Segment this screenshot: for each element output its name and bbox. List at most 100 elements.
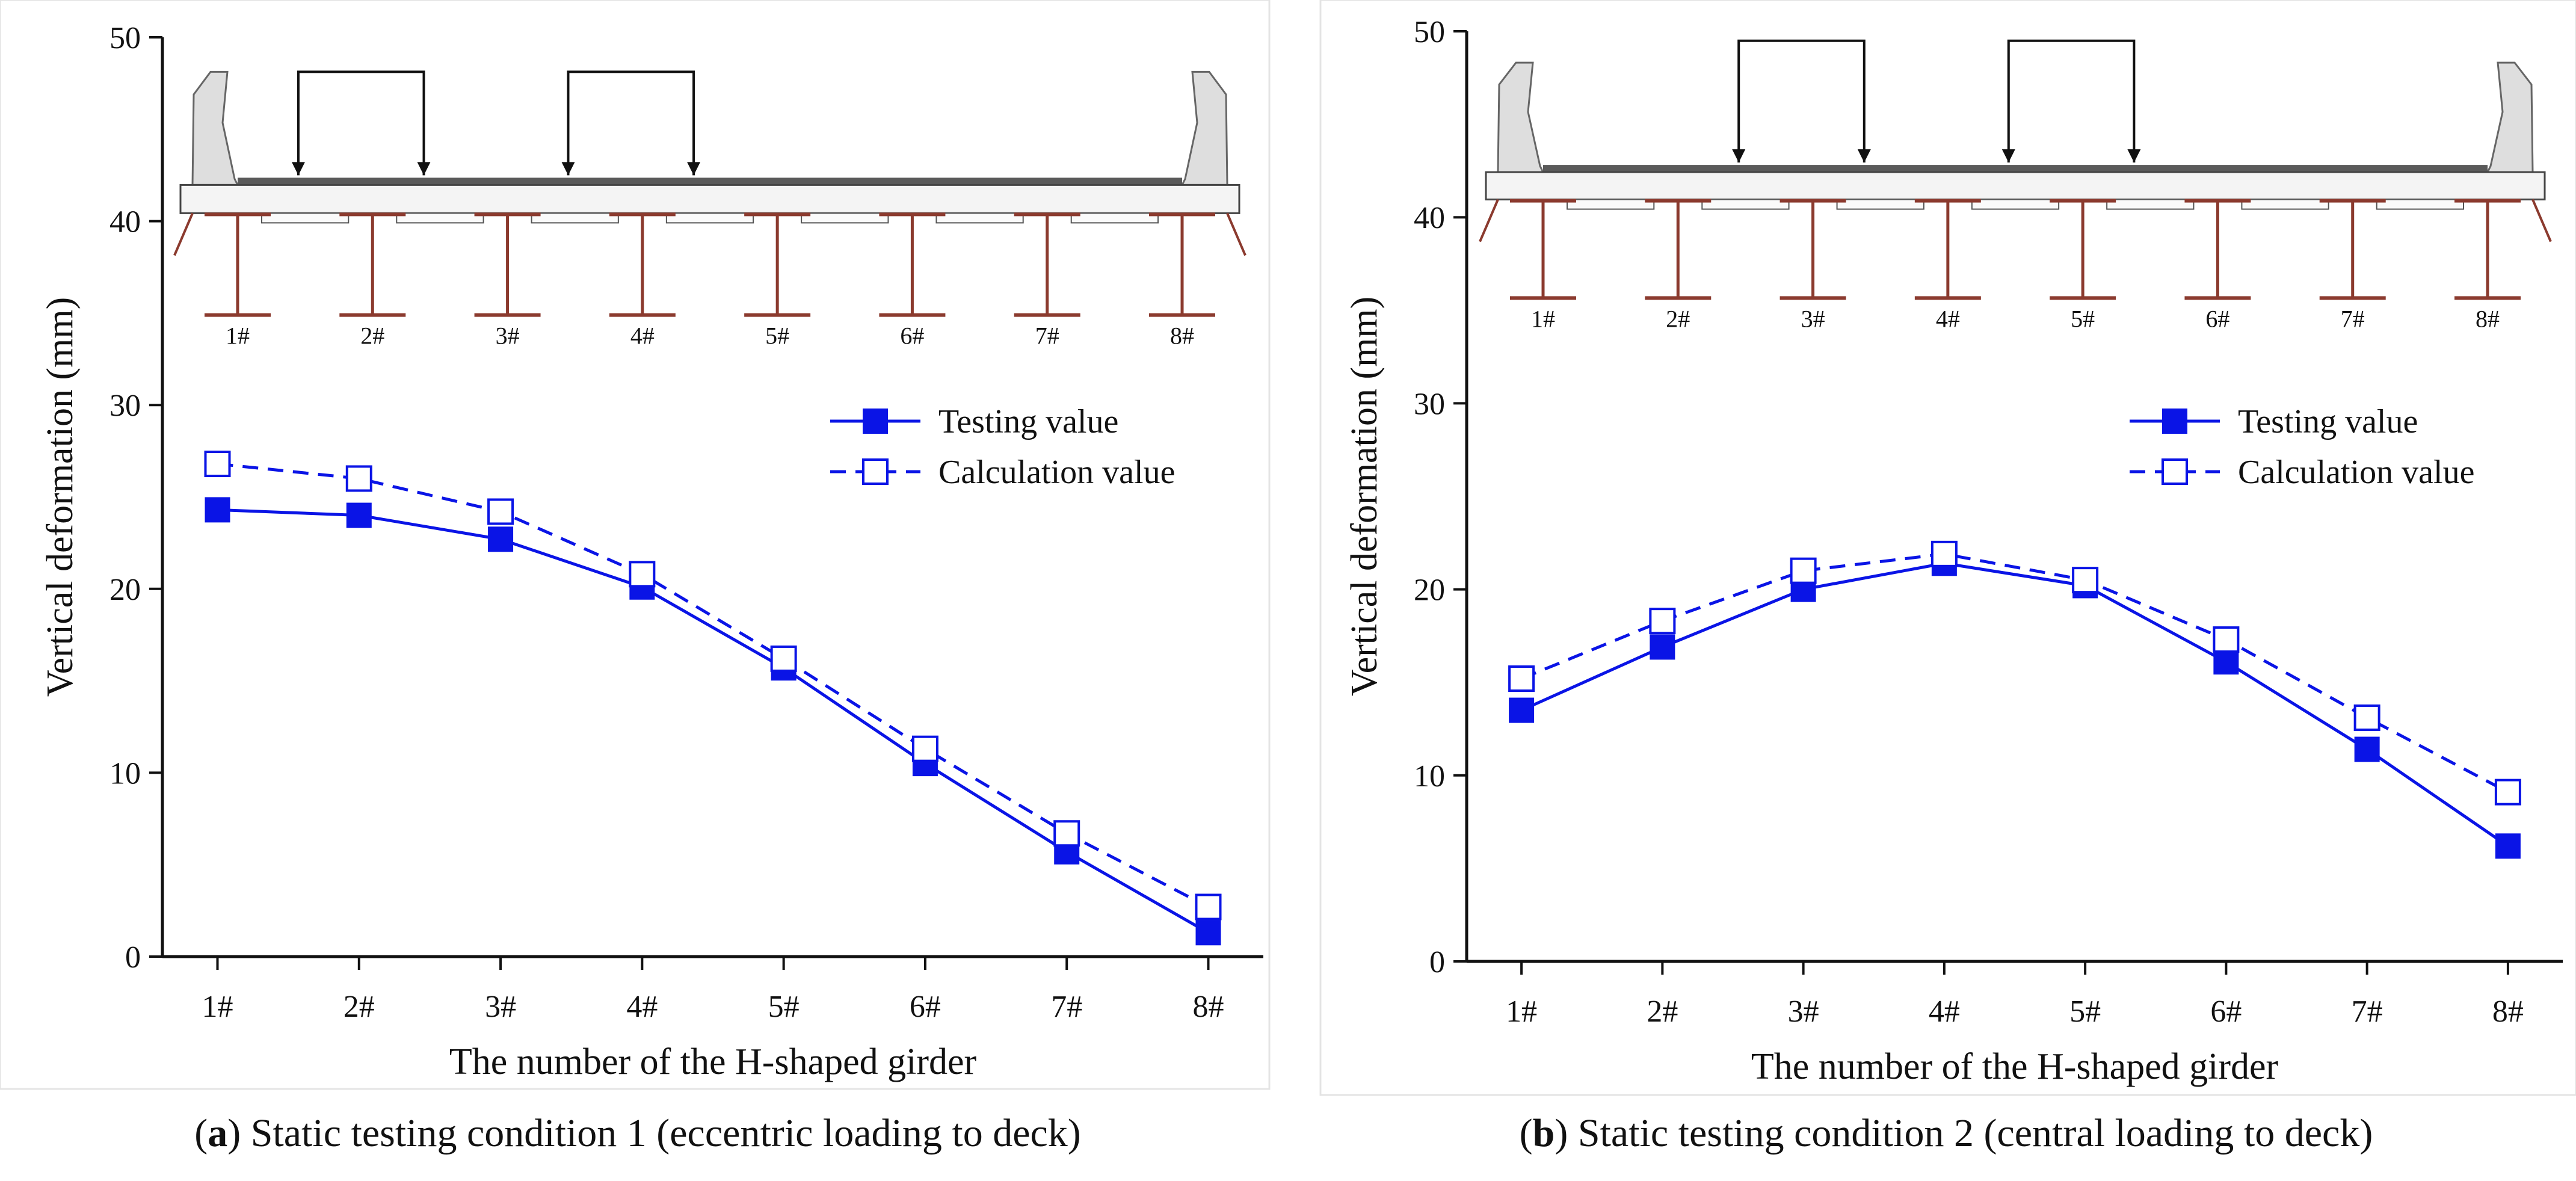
y-tick-label: 20 [1414, 573, 1445, 608]
deck-cell [2241, 199, 2329, 210]
calculation-point [345, 465, 372, 492]
girder-label: 3# [496, 322, 520, 350]
calculation-point [770, 645, 797, 672]
legend-marker [862, 458, 889, 485]
load-arrowhead-icon [561, 162, 575, 176]
legend-label: Calculation value [2238, 454, 2474, 491]
calculation-point [2353, 704, 2380, 731]
pavement-layer [238, 177, 1182, 185]
calculation-point [2072, 567, 2099, 594]
caption-text: Static testing condition 2 (central load… [1578, 1111, 2373, 1155]
x-axis-title: The number of the H-shaped girder [449, 1041, 977, 1082]
deck-cell [935, 212, 1024, 224]
girder-label: 8# [2476, 305, 2500, 332]
testing-point [1195, 920, 1221, 946]
x-tick-label: 6# [2210, 994, 2242, 1029]
deck-cell [396, 212, 484, 224]
girder-label: 5# [765, 322, 789, 350]
girder-label: 7# [1035, 322, 1059, 350]
calculation-point [911, 735, 938, 762]
testing-point [1650, 634, 1675, 660]
deck-cell [2376, 199, 2465, 210]
load-arrowhead-icon [1857, 149, 1871, 163]
caption-paren-open: ( [1520, 1111, 1533, 1155]
y-tick-label: 50 [1414, 15, 1445, 49]
caption-letter: a [208, 1111, 227, 1155]
caption-paren-open: ( [194, 1111, 208, 1155]
calculation-point [1790, 557, 1817, 584]
y-tick-label: 50 [109, 21, 141, 55]
x-tick-label: 2# [344, 990, 375, 1024]
panel-caption: (b) Static testing condition 2 (central … [1520, 1111, 2373, 1155]
pavement-layer [1543, 165, 2488, 173]
x-tick-label: 4# [1929, 994, 1960, 1029]
series-line-calculation [217, 462, 1209, 908]
x-tick-label: 1# [202, 990, 233, 1024]
girder-label: 3# [1801, 305, 1825, 332]
girder-label: 2# [1666, 305, 1690, 332]
load-arrowhead-icon [417, 162, 431, 176]
y-tick-label: 40 [1414, 201, 1445, 235]
legend-label: Testing value [938, 403, 1118, 440]
legend-marker [863, 409, 888, 434]
calculation-point [1053, 820, 1080, 847]
calculation-point [1930, 540, 1958, 567]
testing-point [2495, 833, 2521, 859]
right-barrier [2486, 61, 2534, 173]
series-line-testing [1521, 561, 2509, 848]
caption-text: Static testing condition 1 (eccentric lo… [251, 1111, 1081, 1155]
testing-point [488, 526, 514, 552]
deck-cell [665, 212, 754, 224]
panel-frame [0, 0, 1271, 1090]
left-bracket [1479, 199, 1499, 242]
y-tick-label: 10 [1414, 759, 1445, 794]
testing-point [346, 502, 372, 528]
caption-paren-close: ) [227, 1111, 250, 1155]
calculation-point [1649, 608, 1676, 635]
girder-label: 6# [2205, 305, 2229, 332]
x-tick-label: 7# [2352, 994, 2383, 1029]
load-arrowhead-icon [2127, 149, 2141, 163]
load-arrowhead-icon [2001, 149, 2015, 163]
testing-point [205, 497, 230, 523]
girder-label: 4# [630, 322, 655, 350]
bridge-cross-section-inset: 1# 2# 3# 4# 5# 6# 7# 8# [1479, 39, 2552, 332]
y-axis-title: Vertical deformation (mm) [1344, 297, 1385, 697]
legend: Testing value Calculation value [830, 403, 1175, 491]
left-bracket [173, 212, 194, 256]
legend: Testing value Calculation value [2130, 403, 2474, 491]
x-tick-label: 1# [1506, 994, 1537, 1029]
calculation-point [2213, 626, 2240, 653]
calculation-point [1508, 665, 1535, 692]
right-bracket [1226, 212, 1246, 256]
calculation-point [204, 450, 231, 477]
legend-marker [2162, 458, 2188, 485]
series-line-calculation [1521, 552, 2509, 794]
y-tick-label: 0 [1429, 945, 1445, 979]
load-bracket [2007, 39, 2136, 163]
x-tick-label: 7# [1051, 990, 1082, 1024]
load-bracket [567, 70, 695, 176]
x-tick-label: 2# [1647, 994, 1678, 1029]
y-tick-label: 30 [1414, 387, 1445, 421]
series-line-testing [217, 508, 1209, 934]
calculation-point [487, 498, 514, 525]
girder-label: 1# [226, 322, 250, 350]
y-tick-label: 40 [109, 205, 141, 239]
x-tick-label: 5# [768, 990, 800, 1024]
chart-panel-b: 0 10 20 30 40 50 1# 2# 3# 4# 5# 6# 7# 8# The number of… [1319, 0, 2576, 1155]
right-barrier [1180, 70, 1228, 186]
calculation-point [1195, 893, 1222, 920]
chart-panel-a: 0 10 20 30 40 50 1# 2# 3# 4# 5# 6# 7# 8# The number of… [0, 0, 1271, 1155]
y-axis-title: Vertical deformation (mm) [40, 297, 81, 697]
caption-paren-close: ) [1555, 1111, 1577, 1155]
testing-point [2354, 736, 2380, 762]
load-arrowhead-icon [1732, 149, 1746, 163]
deck-cell [1070, 212, 1159, 224]
deck-cell [1567, 199, 1655, 210]
y-tick-label: 30 [109, 389, 141, 423]
girder-label: 5# [2071, 305, 2095, 332]
x-tick-label: 6# [910, 990, 941, 1024]
deck-cell [531, 212, 619, 224]
